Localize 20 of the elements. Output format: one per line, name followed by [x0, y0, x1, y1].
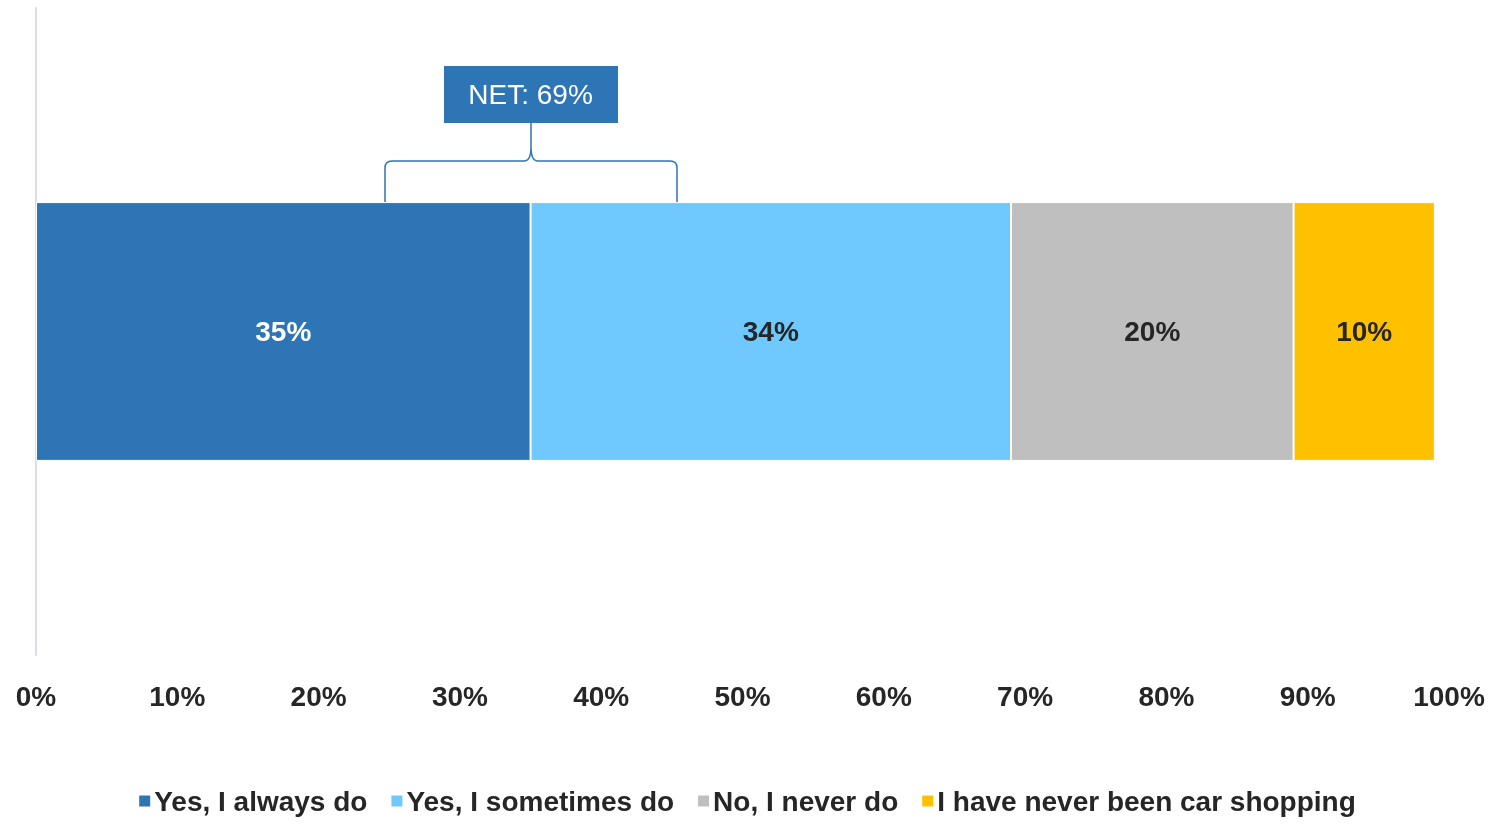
legend-label: Yes, I always do: [154, 785, 368, 817]
data-label: 34%: [742, 316, 799, 347]
data-label: 10%: [1336, 316, 1393, 347]
data-label: 20%: [1124, 316, 1181, 347]
x-tick-label: 10%: [149, 680, 206, 712]
x-tick-label: 60%: [855, 680, 912, 712]
x-tick-label: 70%: [997, 680, 1054, 712]
legend-label: No, I never do: [713, 785, 899, 817]
x-tick-label: 0%: [15, 680, 57, 712]
x-tick-label: 30%: [431, 680, 489, 712]
x-tick-label: 100%: [1413, 680, 1485, 712]
x-tick-label: 40%: [573, 680, 630, 712]
x-tick-label: 50%: [714, 680, 771, 712]
data-label: 35%: [255, 316, 312, 347]
annotation: NET: 69%: [443, 66, 618, 124]
x-tick-label: 80%: [1138, 680, 1195, 712]
x-tick-label: 90%: [1279, 680, 1336, 712]
legend-label: I have never been car shopping: [937, 785, 1356, 817]
x-tick-label: 20%: [290, 680, 347, 712]
legend-label: Yes, I sometimes do: [406, 785, 675, 817]
